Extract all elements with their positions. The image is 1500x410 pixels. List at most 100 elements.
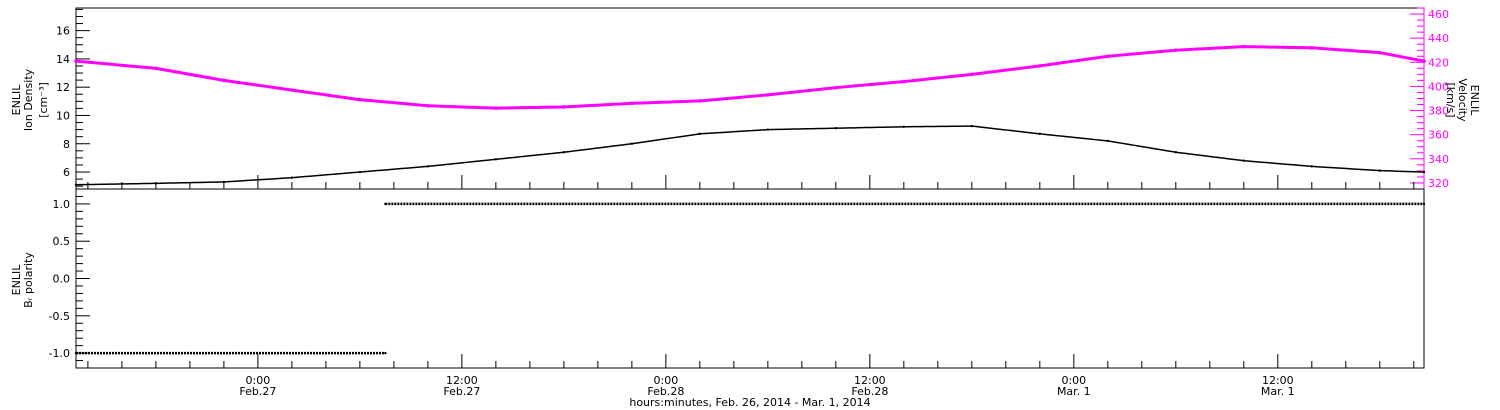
bottom-panel: 1.0 0.5 0.0 -0.5 -1.0 ENLIL Bᵣ polarity bbox=[10, 188, 1426, 369]
density-point bbox=[1242, 159, 1246, 162]
velocity-point bbox=[1378, 50, 1382, 55]
polarity-point bbox=[384, 202, 387, 206]
velocity-tick-label: 440 bbox=[1428, 32, 1449, 45]
density-axis-title-line-1: ENLIL bbox=[10, 84, 23, 116]
velocity-tick-label: 360 bbox=[1428, 129, 1449, 142]
polarity-point bbox=[1422, 202, 1426, 206]
x-tick-date-label: Mar. 1 bbox=[1261, 385, 1295, 398]
velocity-point bbox=[766, 93, 770, 97]
velocity-point bbox=[698, 99, 702, 103]
density-point bbox=[970, 124, 974, 128]
polarity-tick-label: 1.0 bbox=[53, 198, 71, 211]
polarity-axis-title-line-1: ENLIL bbox=[10, 264, 23, 296]
density-point bbox=[1310, 165, 1314, 168]
density-axis-title-line-2: Ion Density bbox=[22, 68, 35, 131]
density-tick-label: 14 bbox=[56, 53, 70, 66]
velocity-point bbox=[358, 97, 362, 102]
velocity-point bbox=[426, 103, 430, 108]
top-panel: 6 8 10 12 14 16 320 340 360 380 400 420 440 460 ENLI… bbox=[10, 7, 1481, 190]
x-tick-date-label: Feb.28 bbox=[851, 385, 888, 398]
top-series bbox=[74, 44, 1426, 186]
velocity-point bbox=[970, 72, 974, 77]
density-tick-label: 16 bbox=[56, 25, 70, 38]
velocity-series-line bbox=[75, 45, 1424, 110]
bottom-x-ticks bbox=[87, 354, 1415, 368]
bottom-panel-frame bbox=[75, 188, 1425, 369]
velocity-point bbox=[1174, 48, 1178, 53]
density-point bbox=[562, 151, 566, 154]
density-series-line bbox=[75, 125, 1424, 186]
velocity-tick-label: 420 bbox=[1428, 56, 1449, 69]
x-tick-date-label: Mar. 1 bbox=[1057, 385, 1091, 398]
density-point bbox=[1174, 151, 1178, 154]
x-tick-time-label: 12:00 bbox=[446, 374, 478, 387]
velocity-point bbox=[630, 101, 634, 106]
top-x-ticks bbox=[87, 175, 1415, 189]
velocity-point bbox=[154, 66, 158, 71]
velocity-point bbox=[74, 59, 78, 63]
velocity-point bbox=[1310, 46, 1314, 50]
velocity-point bbox=[494, 106, 498, 110]
velocity-axis: 320 340 360 380 400 420 440 460 bbox=[1410, 7, 1449, 190]
velocity-tick-label: 380 bbox=[1428, 105, 1449, 118]
velocity-tick-label: 460 bbox=[1428, 8, 1449, 21]
velocity-point bbox=[834, 85, 838, 90]
density-tick-label: 12 bbox=[56, 81, 70, 94]
density-point bbox=[426, 165, 430, 168]
density-tick-label: 10 bbox=[56, 109, 70, 122]
polarity-tick-label: 0.0 bbox=[53, 273, 71, 286]
velocity-point bbox=[1242, 44, 1246, 49]
x-tick-time-label: 0:00 bbox=[654, 374, 679, 387]
velocity-point bbox=[290, 88, 294, 92]
density-point bbox=[1422, 170, 1426, 174]
density-axis-title-line-3: [cm⁻³] bbox=[37, 82, 50, 118]
polarity-tick-label: -0.5 bbox=[49, 310, 70, 323]
polarity-axis: 1.0 0.5 0.0 -0.5 -1.0 bbox=[49, 195, 90, 362]
density-point bbox=[74, 183, 78, 186]
density-point bbox=[1106, 139, 1110, 143]
density-point bbox=[290, 176, 294, 179]
density-point bbox=[1378, 169, 1382, 172]
x-axis-title: hours:minutes, Feb. 26, 2014 - Mar. 1, 2… bbox=[629, 396, 870, 409]
velocity-point bbox=[1038, 64, 1042, 68]
density-point bbox=[834, 126, 838, 130]
density-point bbox=[902, 125, 906, 128]
x-tick-time-label: 12:00 bbox=[854, 374, 886, 387]
polarity-tick-label: 0.5 bbox=[53, 235, 71, 248]
x-tick-date-label: Feb.28 bbox=[647, 385, 684, 398]
x-tick-date-label: Feb.27 bbox=[239, 385, 276, 398]
density-tick-label: 6 bbox=[63, 166, 70, 179]
velocity-tick-label: 340 bbox=[1428, 153, 1449, 166]
density-tick-label: 8 bbox=[63, 138, 70, 151]
x-tick-time-label: 12:00 bbox=[1262, 374, 1294, 387]
x-tick-time-label: 0:00 bbox=[246, 374, 271, 387]
velocity-tick-label: 400 bbox=[1428, 80, 1449, 93]
polarity-point bbox=[74, 351, 78, 355]
velocity-axis-title-line-2: Velocity bbox=[1456, 78, 1469, 122]
velocity-axis-title-line-3: [km/s] bbox=[1444, 82, 1457, 117]
density-point bbox=[698, 132, 702, 136]
density-axis: 6 8 10 12 14 16 bbox=[56, 8, 90, 187]
x-tick-labels: 0:00Feb.2712:00Feb.270:00Feb.2812:00Feb.… bbox=[239, 374, 1294, 398]
density-point bbox=[1038, 132, 1042, 136]
density-point bbox=[766, 128, 770, 131]
polarity-axis-title-line-2: Bᵣ polarity bbox=[22, 252, 35, 308]
polarity-tick-label: -1.0 bbox=[49, 347, 70, 360]
velocity-point bbox=[562, 105, 566, 109]
density-point bbox=[222, 180, 226, 184]
velocity-point bbox=[1106, 54, 1110, 59]
velocity-point bbox=[1422, 59, 1426, 63]
density-point bbox=[358, 170, 362, 174]
top-panel-frame bbox=[75, 7, 1425, 190]
density-point bbox=[494, 158, 498, 161]
density-point bbox=[154, 182, 158, 185]
polarity-point bbox=[384, 351, 387, 355]
velocity-tick-label: 320 bbox=[1428, 177, 1449, 190]
x-tick-date-label: Feb.27 bbox=[443, 385, 480, 398]
velocity-point bbox=[222, 78, 226, 83]
velocity-point bbox=[902, 79, 906, 84]
velocity-axis-title-line-1: ENLIL bbox=[1468, 85, 1481, 117]
bottom-series bbox=[74, 202, 1426, 355]
x-tick-time-label: 0:00 bbox=[1061, 374, 1086, 387]
